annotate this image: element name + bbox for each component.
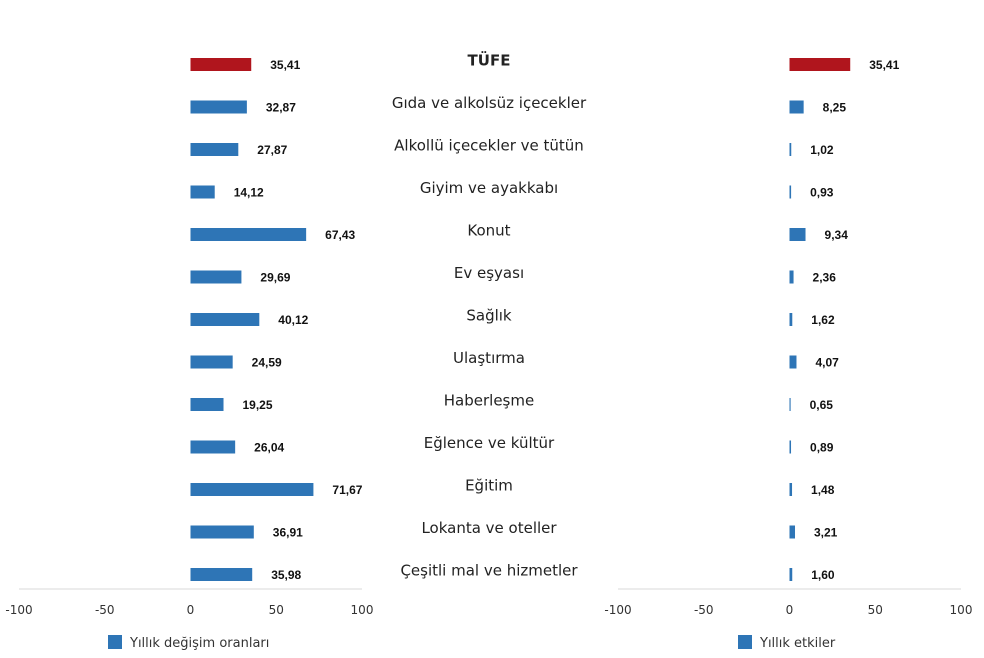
left-value-label: 35,41 (270, 58, 300, 72)
right-x-tick-label: 50 (868, 603, 883, 617)
left-bar (190, 185, 215, 199)
category-label: Sağlık (466, 307, 512, 325)
right-value-label: 9,34 (825, 228, 849, 242)
right-panel: -100 -50 0 50 100 35,41 8,25 1,02 0,93 9,34 2,36 1,… (604, 58, 972, 617)
category-label: Çeşitli mal ve hizmetler (400, 562, 578, 580)
left-x-tick-label: 0 (187, 603, 195, 617)
right-bar (789, 100, 804, 114)
category-label: Lokanta ve oteller (421, 519, 557, 537)
left-bar (190, 440, 236, 454)
category-label: Haberleşme (444, 392, 534, 410)
right-bar (789, 228, 806, 241)
right-x-tick-label: -100 (604, 603, 631, 617)
right-bar (789, 355, 797, 369)
left-value-label: 29,69 (260, 271, 290, 285)
right-value-label: 8,25 (823, 101, 847, 115)
right-value-label: 0,93 (810, 186, 834, 200)
left-bar (190, 100, 247, 114)
left-legend-swatch (108, 635, 122, 649)
left-bar (190, 525, 254, 539)
right-value-label: 1,62 (811, 313, 835, 327)
right-x-tick-label: -50 (694, 603, 714, 617)
left-legend-label: Yıllık değişim oranları (129, 636, 269, 651)
category-label: Alkollü içecekler ve tütün (394, 137, 584, 155)
left-bar (190, 270, 242, 284)
right-value-label: 3,21 (814, 526, 838, 540)
right-bar (789, 313, 793, 326)
right-bar (789, 185, 792, 199)
left-value-label: 36,91 (273, 526, 303, 540)
right-legend-label: Yıllık etkiler (759, 636, 836, 651)
left-value-label: 32,87 (266, 101, 296, 115)
right-value-label: 1,60 (811, 568, 835, 582)
left-bar (190, 58, 252, 71)
right-x-tick-label: 0 (786, 603, 794, 617)
right-bar (789, 440, 792, 454)
category-label: Eğitim (465, 477, 513, 495)
left-value-label: 71,67 (332, 483, 362, 497)
right-value-label: 1,48 (811, 483, 835, 497)
category-labels: TÜFE Gıda ve alkolsüz içecekler Alkollü iç… (392, 51, 587, 580)
right-bar (789, 58, 851, 71)
left-bar (190, 568, 253, 581)
left-bar (190, 313, 260, 326)
category-label: Eğlence ve kültür (424, 434, 555, 452)
right-value-label: 4,07 (815, 356, 839, 370)
right-bar (789, 398, 791, 411)
left-value-label: 14,12 (234, 186, 264, 200)
left-bar (190, 355, 233, 369)
left-panel: -100 -50 0 50 100 35,41 32,87 27,87 14,12 67,43 29… (5, 58, 373, 617)
left-bar (190, 228, 307, 241)
right-bar (789, 270, 794, 284)
left-value-label: 67,43 (325, 228, 355, 242)
category-label: TÜFE (468, 51, 511, 70)
right-bar (789, 483, 793, 496)
left-x-tick-label: -50 (95, 603, 115, 617)
category-label: Konut (467, 222, 510, 240)
left-value-label: 35,98 (271, 568, 301, 582)
right-value-label: 2,36 (813, 271, 837, 285)
category-label: Gıda ve alkolsüz içecekler (392, 94, 587, 112)
right-bar (789, 143, 792, 156)
left-bar (190, 398, 224, 411)
category-label: Giyim ve ayakkabı (420, 179, 558, 197)
left-bar (190, 143, 239, 156)
right-bar (789, 525, 796, 539)
right-value-label: 0,65 (810, 398, 834, 412)
left-value-label: 40,12 (278, 313, 308, 327)
left-bar (190, 483, 314, 496)
left-value-label: 24,59 (252, 356, 282, 370)
right-value-label: 1,02 (810, 143, 834, 157)
legends: Yıllık değişim oranları Yıllık etkiler (108, 635, 836, 651)
category-label: Ulaştırma (453, 349, 525, 367)
right-value-label: 0,89 (810, 441, 834, 455)
right-legend-swatch (738, 635, 752, 649)
right-value-label: 35,41 (869, 58, 899, 72)
left-x-tick-label: 100 (351, 603, 374, 617)
category-label: Ev eşyası (454, 264, 524, 282)
right-bar (789, 568, 793, 581)
left-x-tick-label: 50 (269, 603, 284, 617)
right-x-tick-label: 100 (950, 603, 973, 617)
left-value-label: 19,25 (243, 398, 273, 412)
left-value-label: 26,04 (254, 441, 284, 455)
left-value-label: 27,87 (257, 143, 287, 157)
left-x-tick-label: -100 (5, 603, 32, 617)
